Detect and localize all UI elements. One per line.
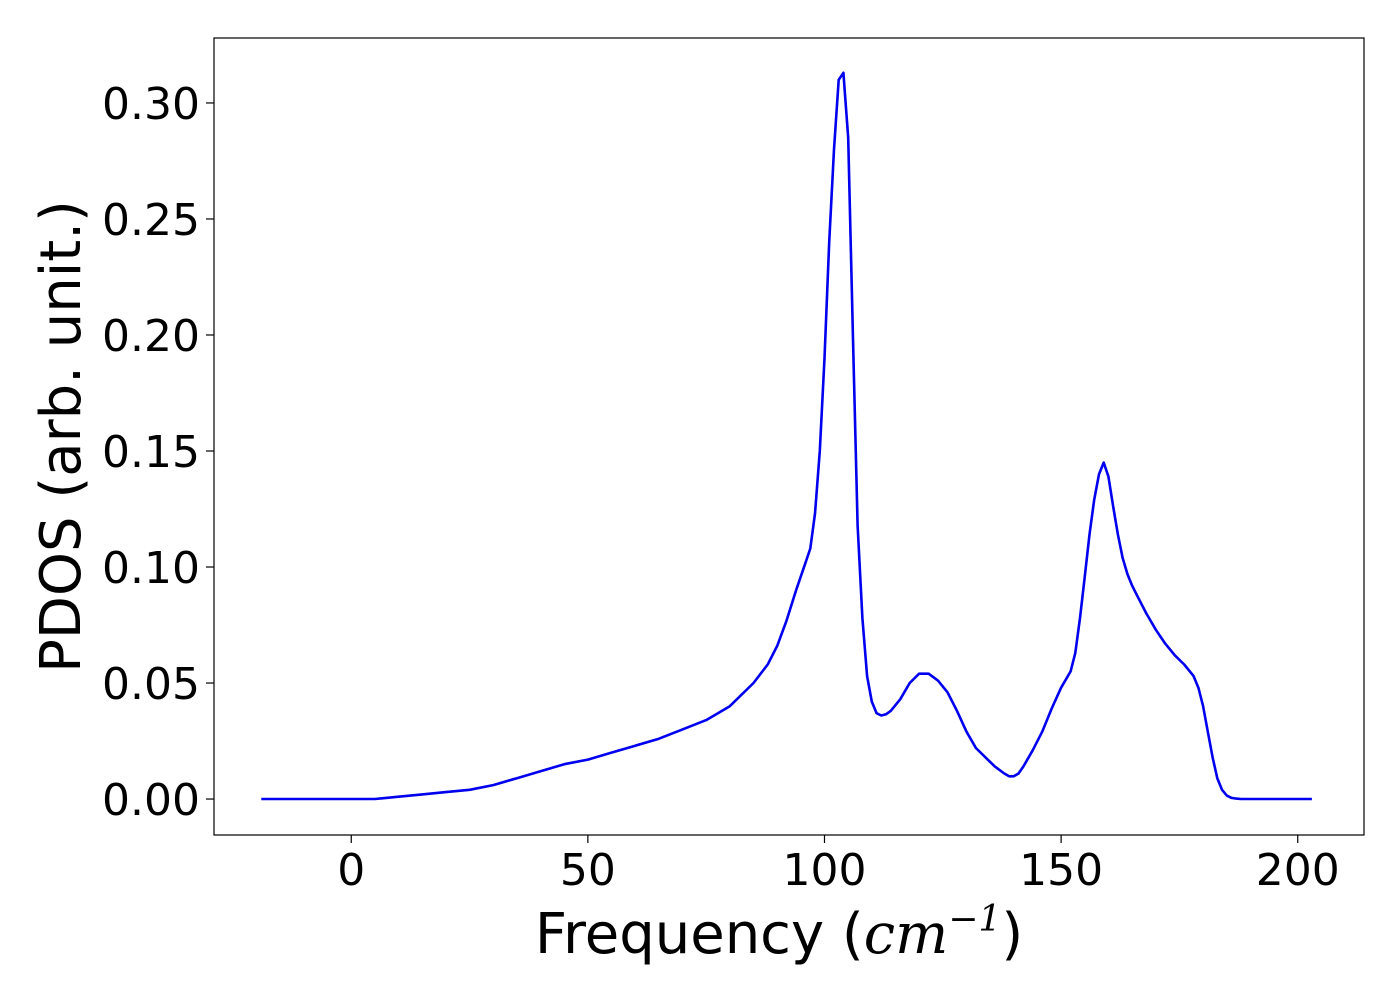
x-axis-label: Frequency (cm−1) [535, 899, 1023, 967]
plot-area [261, 71, 1312, 801]
x-axis-label-exponent: −1 [948, 899, 1001, 940]
y-tick-label: 0.15 [102, 427, 200, 478]
y-tick-label: 0.10 [102, 543, 200, 594]
x-tick-label: 100 [783, 845, 867, 896]
x-tick-label: 150 [1019, 845, 1103, 896]
plot-frame [213, 37, 1365, 836]
axis-ticks: 0 50 100 150 200 0.00 0.05 0.10 0.15 0.20 0.25 0.30 [102, 79, 1340, 896]
x-axis-label-close: ) [1001, 902, 1023, 967]
y-tick-label: 0.30 [102, 79, 200, 130]
x-tick-label: 50 [560, 845, 616, 896]
y-tick-label: 0.20 [102, 311, 200, 362]
series-line-0 [261, 71, 1312, 801]
y-tick-label: 0.05 [102, 659, 200, 710]
x-axis-label-unit: cm [864, 902, 948, 967]
x-tick-label: 0 [337, 845, 365, 896]
y-axis-label: PDOS (arb. unit.) [29, 200, 94, 673]
y-tick-label: 0.00 [102, 775, 200, 826]
y-tick-label: 0.25 [102, 195, 200, 246]
x-tick-label: 200 [1256, 845, 1340, 896]
x-axis-label-text: Frequency ( [535, 902, 864, 967]
